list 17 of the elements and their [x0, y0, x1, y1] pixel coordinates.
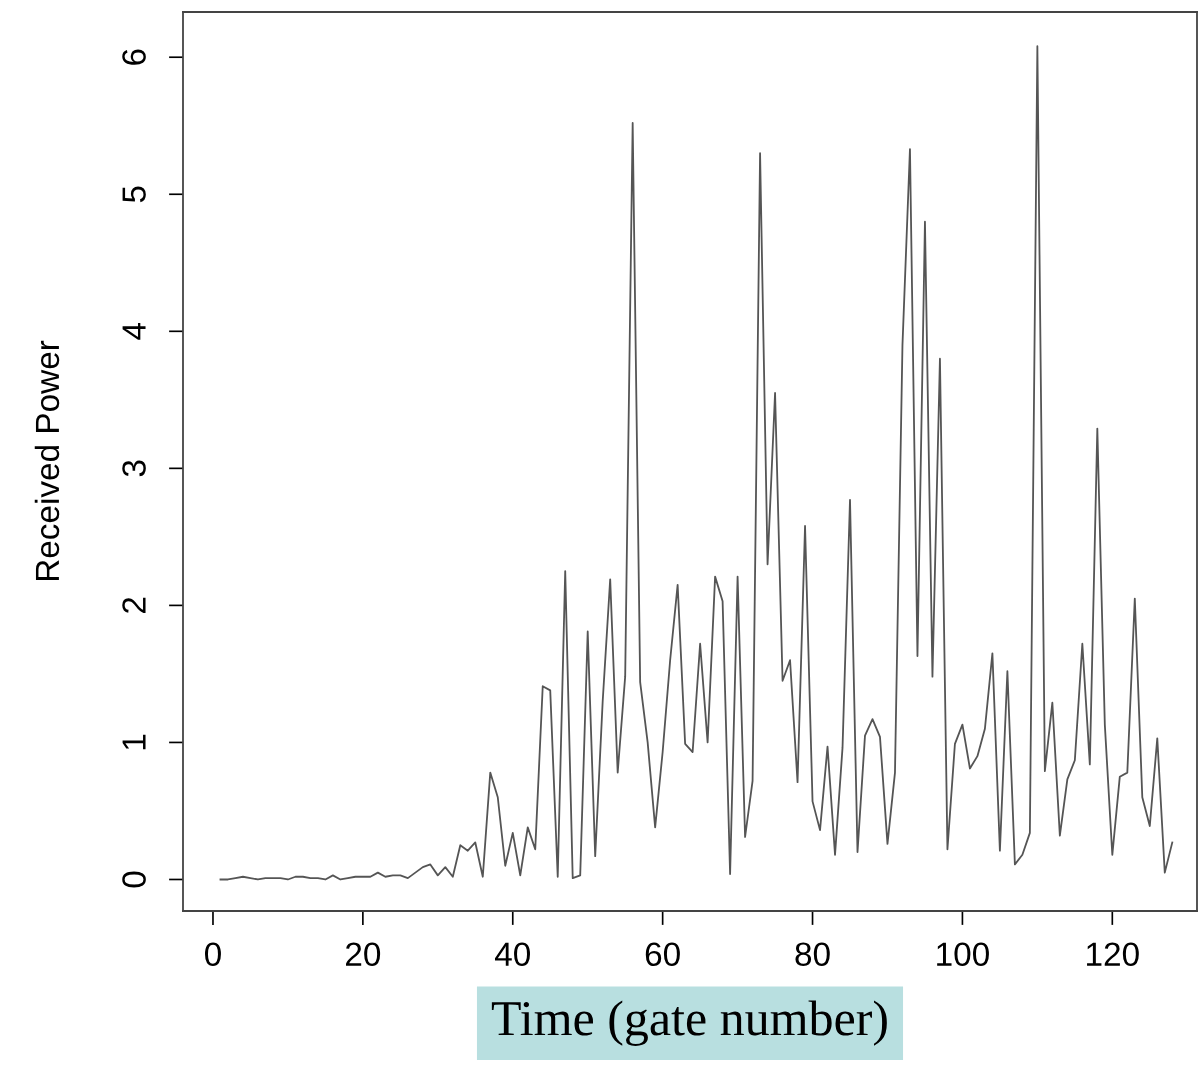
x-tick-label: 60 — [645, 942, 680, 967]
y-tick-label: 2 — [122, 597, 146, 613]
y-tick-label: 5 — [122, 186, 146, 203]
y-tick-label: 4 — [122, 323, 146, 340]
x-tick-label: 100 — [937, 942, 989, 967]
x-tick-label: 20 — [346, 942, 381, 967]
y-tick-label: 0 — [122, 871, 146, 888]
x-axis-title: Time (gate number) — [491, 1000, 887, 1046]
y-axis-title: Received Power — [34, 340, 60, 581]
y-tick-label: 1 — [122, 734, 146, 750]
x-tick-label: 80 — [795, 942, 830, 967]
line-series — [219, 45, 1174, 881]
y-tick-label: 3 — [122, 460, 146, 477]
x-tick-label: 0 — [205, 942, 221, 967]
x-tick-label: 120 — [1087, 942, 1139, 967]
x-tick-label: 40 — [494, 942, 530, 967]
y-tick-label: 6 — [122, 49, 146, 65]
